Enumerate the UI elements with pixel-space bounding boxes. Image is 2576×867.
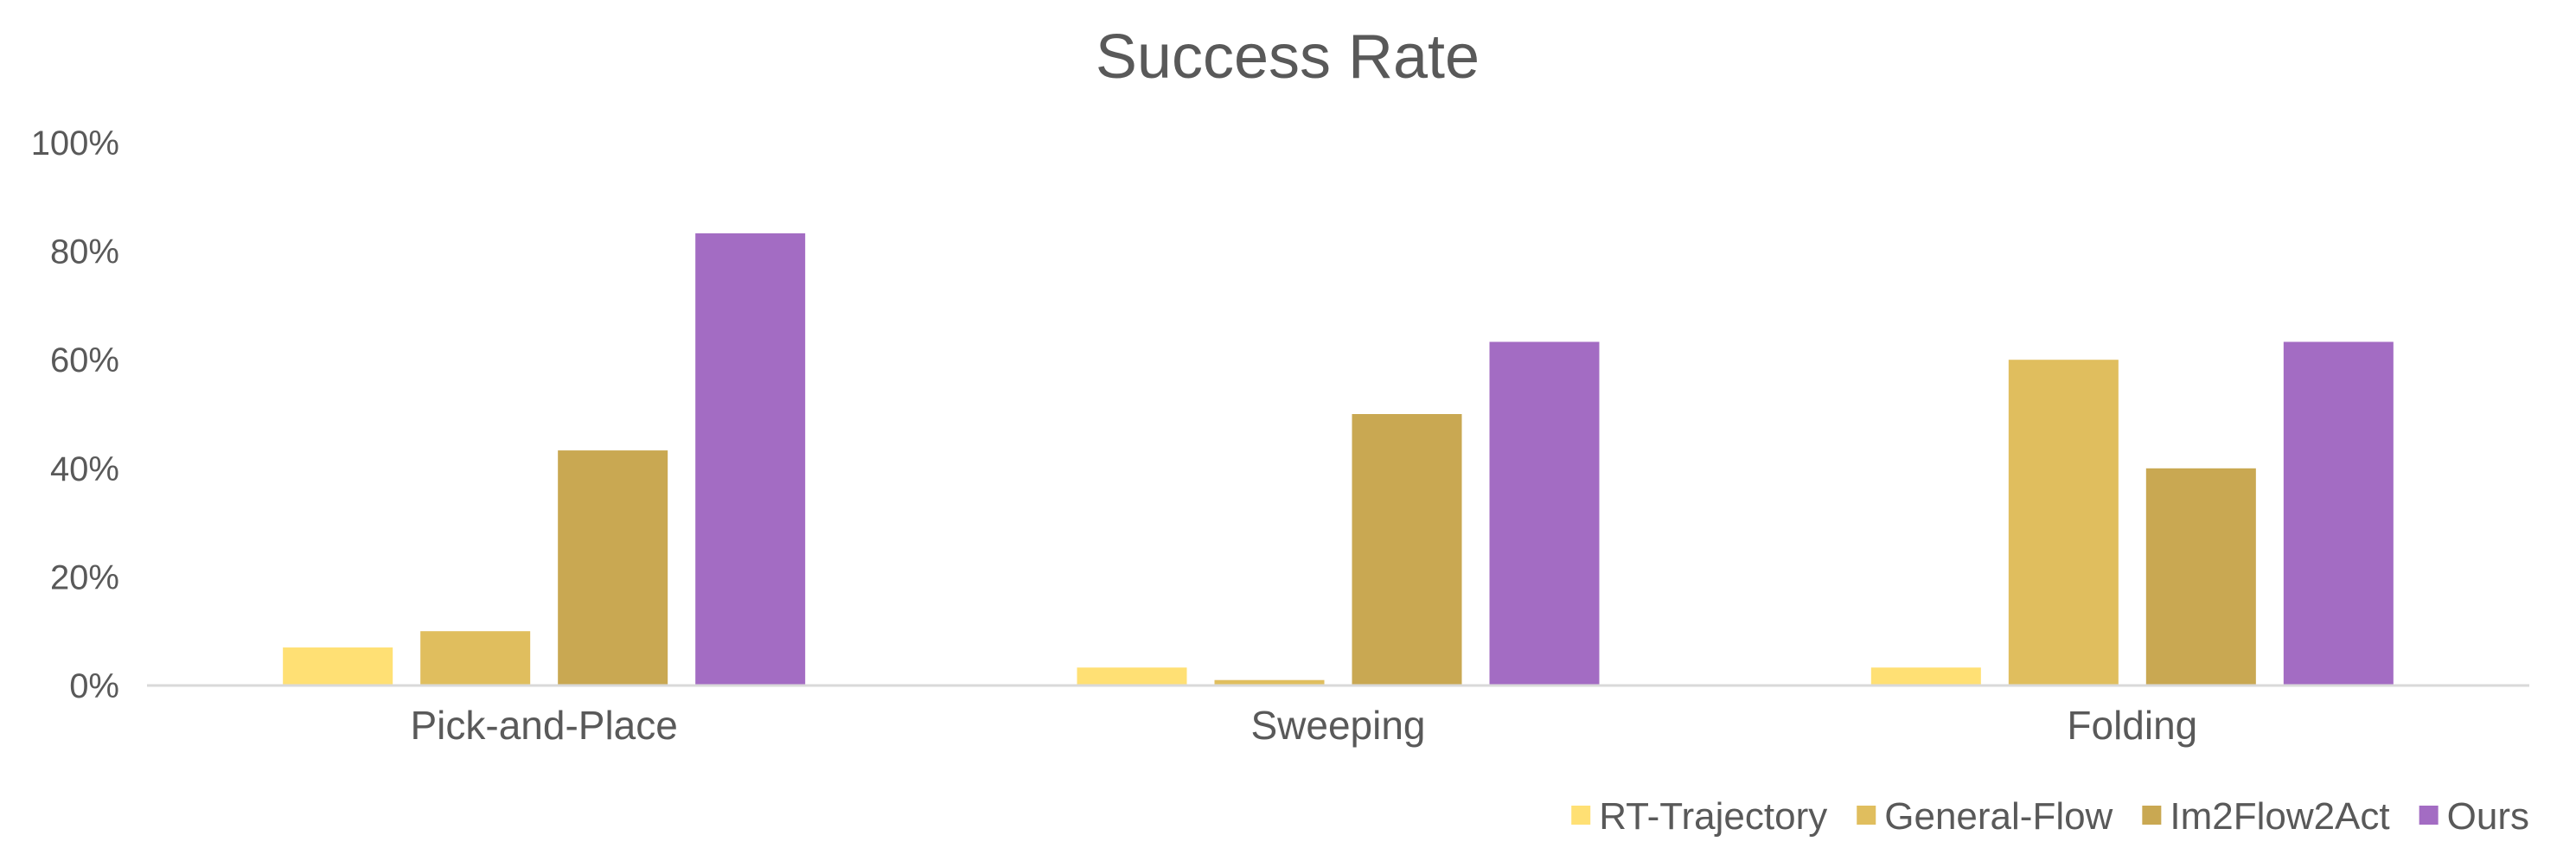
bar-im2flow2act-sweeping [1352, 414, 1462, 685]
bar-rt-trajectory-folding [1870, 667, 1981, 685]
x-tick-label: Pick-and-Place [410, 703, 677, 748]
legend-item: RT-Trajectory [1571, 795, 1827, 838]
bar-im2flow2act-pick-and-place [558, 450, 668, 685]
x-axis: Pick-and-Place Sweeping Folding [410, 703, 2197, 748]
y-tick-label: 60% [50, 341, 119, 379]
bar-ours-sweeping [1489, 341, 1600, 685]
bar-ours-pick-and-place [695, 233, 806, 686]
legend-item: Ours [2419, 795, 2529, 838]
legend-item: General-Flow [1857, 795, 2113, 838]
legend-swatch [1857, 806, 1876, 825]
bars [283, 233, 2394, 686]
y-tick-label: 20% [50, 558, 119, 596]
x-tick-label: Sweeping [1250, 703, 1425, 748]
legend-item: Im2Flow2Act [2142, 795, 2390, 838]
y-axis: 0% 20% 40% 60% 80% 100% [31, 124, 119, 705]
bar-ours-folding [2283, 341, 2394, 685]
legend-label: Ours [2447, 795, 2529, 838]
x-tick-label: Folding [2067, 703, 2197, 748]
legend-swatch [2419, 806, 2439, 825]
y-tick-label: 100% [31, 124, 119, 163]
bar-general-flow-sweeping [1214, 679, 1325, 685]
legend-label: General-Flow [1884, 795, 2113, 838]
legend-label: RT-Trajectory [1599, 795, 1827, 838]
y-tick-label: 0% [69, 667, 119, 705]
bar-general-flow-pick-and-place [420, 631, 531, 685]
y-tick-label: 80% [50, 233, 119, 271]
legend-label: Im2Flow2Act [2170, 795, 2389, 838]
legend-swatch [2142, 806, 2162, 825]
bar-rt-trajectory-pick-and-place [283, 647, 393, 685]
legend: RT-Trajectory General-Flow Im2Flow2Act Ours [1571, 795, 2529, 838]
bar-im2flow2act-folding [2145, 468, 2256, 685]
chart-title: Success Rate [1096, 22, 1480, 92]
y-tick-label: 40% [50, 450, 119, 488]
legend-swatch [1571, 806, 1591, 825]
bar-general-flow-folding [2008, 360, 2119, 685]
bar-rt-trajectory-sweeping [1077, 667, 1187, 685]
